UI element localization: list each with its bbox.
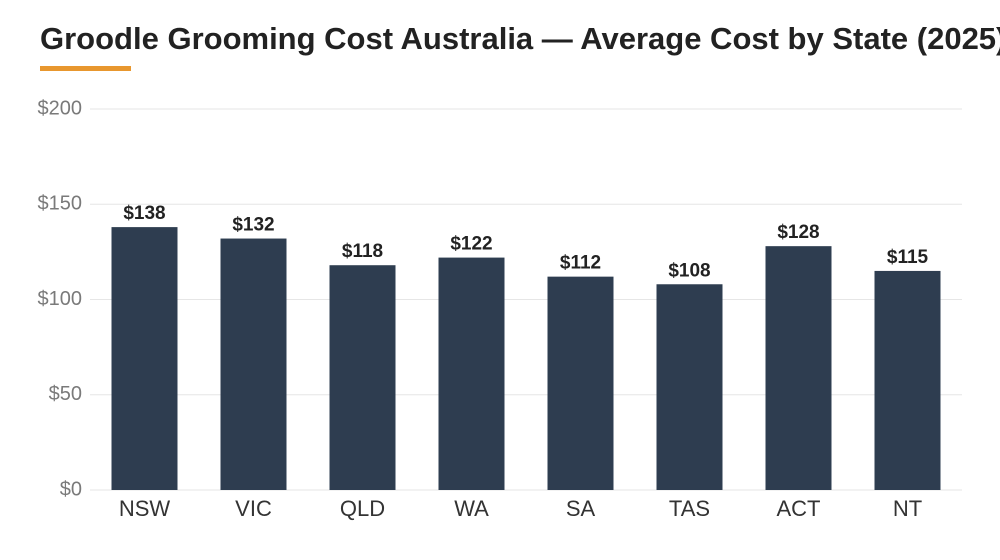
data-label-act: $128 — [777, 222, 819, 243]
bar-nt — [874, 270, 941, 490]
category-label-qld: QLD — [340, 496, 385, 521]
bar-wa — [438, 257, 505, 490]
y-tick-label: $0 — [60, 478, 82, 500]
y-tick-label: $150 — [38, 193, 83, 215]
category-label-sa: SA — [566, 496, 596, 521]
bars — [111, 227, 941, 491]
data-label-nt: $115 — [887, 247, 929, 268]
data-labels: $138 $132 $118 $122 $112 $108 $128 $115 — [123, 203, 928, 281]
bar-sa — [547, 276, 614, 490]
bar-qld — [329, 265, 396, 490]
x-axis-category-labels: NSW VIC QLD WA SA TAS ACT NT — [119, 496, 922, 521]
bar-nsw — [111, 227, 178, 491]
data-label-qld: $118 — [342, 241, 383, 262]
data-label-wa: $122 — [450, 234, 492, 255]
category-label-vic: VIC — [235, 496, 272, 521]
category-label-nt: NT — [893, 496, 922, 521]
category-label-tas: TAS — [669, 496, 710, 521]
category-label-wa: WA — [454, 496, 489, 521]
bar-act — [765, 246, 832, 490]
data-label-tas: $108 — [668, 260, 710, 281]
title-accent-bar — [40, 66, 131, 71]
data-label-nsw: $138 — [123, 203, 165, 224]
y-tick-label: $50 — [49, 383, 82, 405]
chart-title: Groodle Grooming Cost Australia — Averag… — [40, 21, 1000, 56]
category-label-act: ACT — [777, 496, 821, 521]
bar-vic — [220, 238, 287, 490]
data-label-vic: $132 — [232, 215, 274, 236]
y-tick-label: $100 — [38, 288, 83, 310]
bar-tas — [656, 284, 723, 490]
data-label-sa: $112 — [560, 253, 601, 274]
y-axis-tick-labels: $0 $50 $100 $150 $200 — [38, 97, 83, 500]
y-tick-label: $200 — [38, 97, 83, 119]
category-label-nsw: NSW — [119, 496, 171, 521]
